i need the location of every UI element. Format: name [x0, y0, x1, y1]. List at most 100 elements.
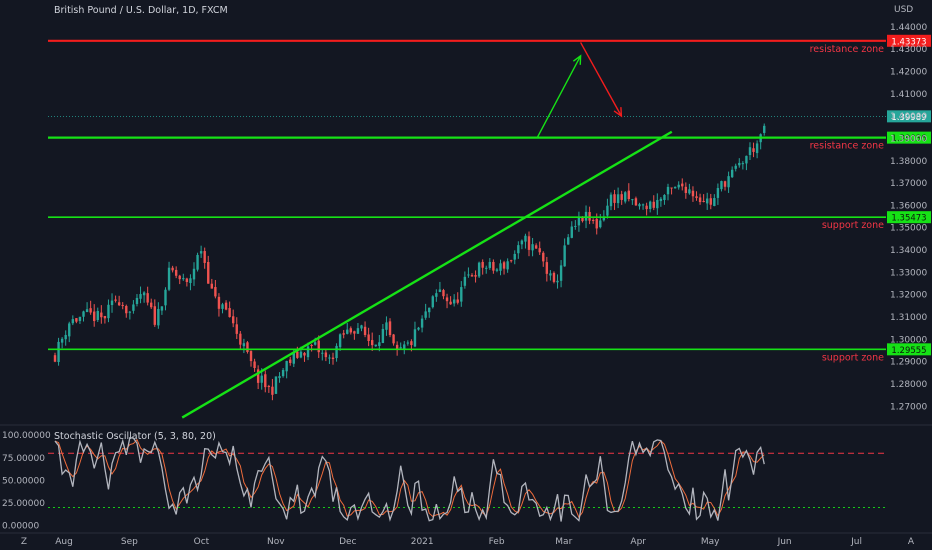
candle — [264, 370, 267, 393]
candle-body — [502, 262, 506, 269]
candle — [420, 315, 424, 333]
price-tag — [887, 343, 931, 356]
candle-body — [730, 169, 734, 178]
candle-body — [100, 312, 103, 318]
zone-label: support zone — [822, 220, 884, 231]
candle — [752, 142, 755, 158]
candle-body — [381, 328, 385, 344]
candle — [78, 316, 82, 324]
candle — [114, 295, 117, 303]
price-tick: 1.33000 — [890, 268, 927, 278]
candle-body — [410, 341, 413, 346]
candle-body — [103, 315, 107, 319]
candle-body — [488, 261, 492, 268]
trendline — [181, 130, 673, 419]
candle-body — [745, 155, 748, 164]
candle — [638, 202, 641, 210]
candle — [310, 344, 313, 352]
price-tag-label: 1.39036 — [891, 134, 926, 144]
candle-body — [167, 267, 171, 290]
candle-body — [720, 181, 723, 190]
candle-body — [121, 305, 124, 307]
candle-body — [481, 261, 484, 268]
candle-body — [406, 342, 410, 344]
candle — [570, 221, 573, 239]
candle-body — [684, 186, 688, 193]
candle — [146, 286, 149, 306]
candle — [221, 302, 224, 314]
candle-body — [634, 198, 638, 206]
candle — [485, 265, 488, 274]
candle-body — [645, 205, 648, 210]
candle — [196, 252, 199, 272]
candle — [171, 265, 174, 273]
candle — [363, 321, 367, 338]
candle-body — [353, 331, 356, 334]
candle — [645, 202, 648, 216]
candle-body — [338, 334, 342, 348]
candle-body — [624, 192, 627, 202]
candle-body — [96, 310, 99, 321]
candle-body — [313, 342, 317, 345]
candle — [520, 239, 524, 250]
candle-body — [709, 198, 712, 205]
candle-body — [107, 304, 110, 319]
candle-body — [438, 289, 442, 292]
candle-body — [321, 352, 324, 354]
candle-body — [531, 244, 534, 251]
candle-body — [695, 196, 698, 199]
candle — [688, 183, 691, 195]
price-tick: 1.39000 — [890, 134, 927, 144]
candle — [406, 340, 410, 346]
timezone-icon: Z — [21, 537, 27, 547]
candle-body — [673, 186, 677, 189]
candle — [624, 191, 627, 204]
candle — [681, 178, 684, 191]
candle-body — [78, 316, 82, 321]
candle — [531, 237, 534, 257]
candle — [192, 262, 196, 286]
candle-body — [281, 370, 285, 377]
candle-body — [395, 344, 399, 349]
candle-body — [534, 245, 538, 249]
candle-body — [256, 369, 260, 383]
candle-body — [264, 374, 267, 388]
arrow-head — [572, 54, 582, 65]
candle — [392, 333, 395, 346]
candle-body — [317, 340, 320, 353]
candle — [456, 292, 459, 305]
price-tag-label: 1.29555 — [891, 346, 926, 356]
price-tag — [887, 131, 931, 144]
candle-body — [164, 289, 167, 306]
candle-body — [584, 211, 588, 221]
candle — [110, 293, 114, 313]
price-tick: 1.28000 — [890, 380, 927, 390]
candle — [509, 259, 513, 263]
price-tick: 1.31000 — [890, 313, 927, 323]
candle — [139, 286, 142, 304]
candle-body — [613, 194, 616, 203]
candle-body — [545, 262, 549, 274]
candle-body — [691, 190, 695, 197]
candle-body — [207, 262, 210, 284]
candle-body — [723, 181, 727, 187]
candle — [648, 200, 652, 213]
candle — [460, 281, 463, 307]
last-price-label: 1.39989 — [891, 113, 926, 123]
candle-body — [292, 353, 295, 364]
candle-body — [82, 311, 85, 317]
candle-body — [734, 165, 737, 169]
candle-body — [477, 262, 481, 277]
candle — [495, 267, 499, 273]
candle — [730, 166, 734, 178]
candle-body — [210, 283, 214, 289]
candle-body — [342, 333, 345, 335]
candle-body — [196, 254, 199, 270]
candle-body — [698, 197, 702, 203]
candle — [470, 273, 474, 277]
candle-body — [324, 352, 328, 358]
candle-body — [527, 236, 531, 250]
